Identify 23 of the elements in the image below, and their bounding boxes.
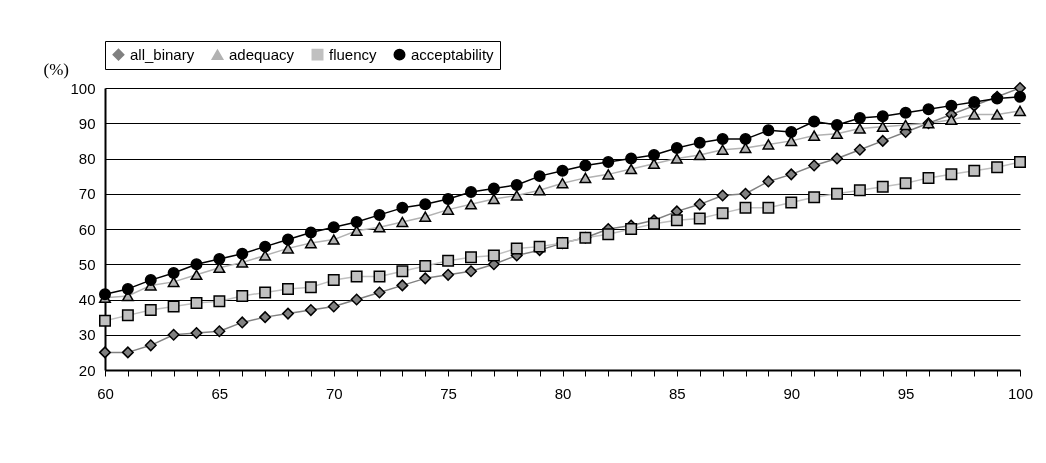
legend-label: all_binary bbox=[130, 45, 195, 63]
y-tick-label: 80 bbox=[78, 150, 96, 167]
y-tick-label: 70 bbox=[78, 185, 96, 203]
y-tick-label: 40 bbox=[78, 291, 96, 308]
y-axis-title: (%) bbox=[43, 59, 69, 79]
x-tick-label: 75 bbox=[440, 384, 457, 402]
y-tick-label: 100 bbox=[70, 79, 96, 97]
y-tick-label: 50 bbox=[78, 255, 96, 273]
x-tick-label: 90 bbox=[783, 384, 801, 402]
x-tick-label: 80 bbox=[554, 384, 572, 402]
legend-label: adequacy bbox=[229, 45, 295, 63]
x-tick-label: 95 bbox=[897, 384, 915, 402]
x-tick-label: 70 bbox=[325, 384, 343, 402]
y-tick-label: 60 bbox=[78, 220, 96, 238]
legend-label: acceptability bbox=[411, 45, 495, 63]
x-tick-label: 100 bbox=[1007, 384, 1034, 402]
legend-label: fluency bbox=[329, 45, 378, 63]
x-tick-label: 85 bbox=[669, 384, 686, 402]
y-tick-label: 30 bbox=[78, 326, 96, 344]
x-tick-label: 65 bbox=[211, 384, 229, 402]
y-tick-label: 90 bbox=[78, 114, 96, 132]
x-tick-label: 60 bbox=[97, 384, 114, 402]
y-tick-label: 20 bbox=[78, 361, 96, 379]
